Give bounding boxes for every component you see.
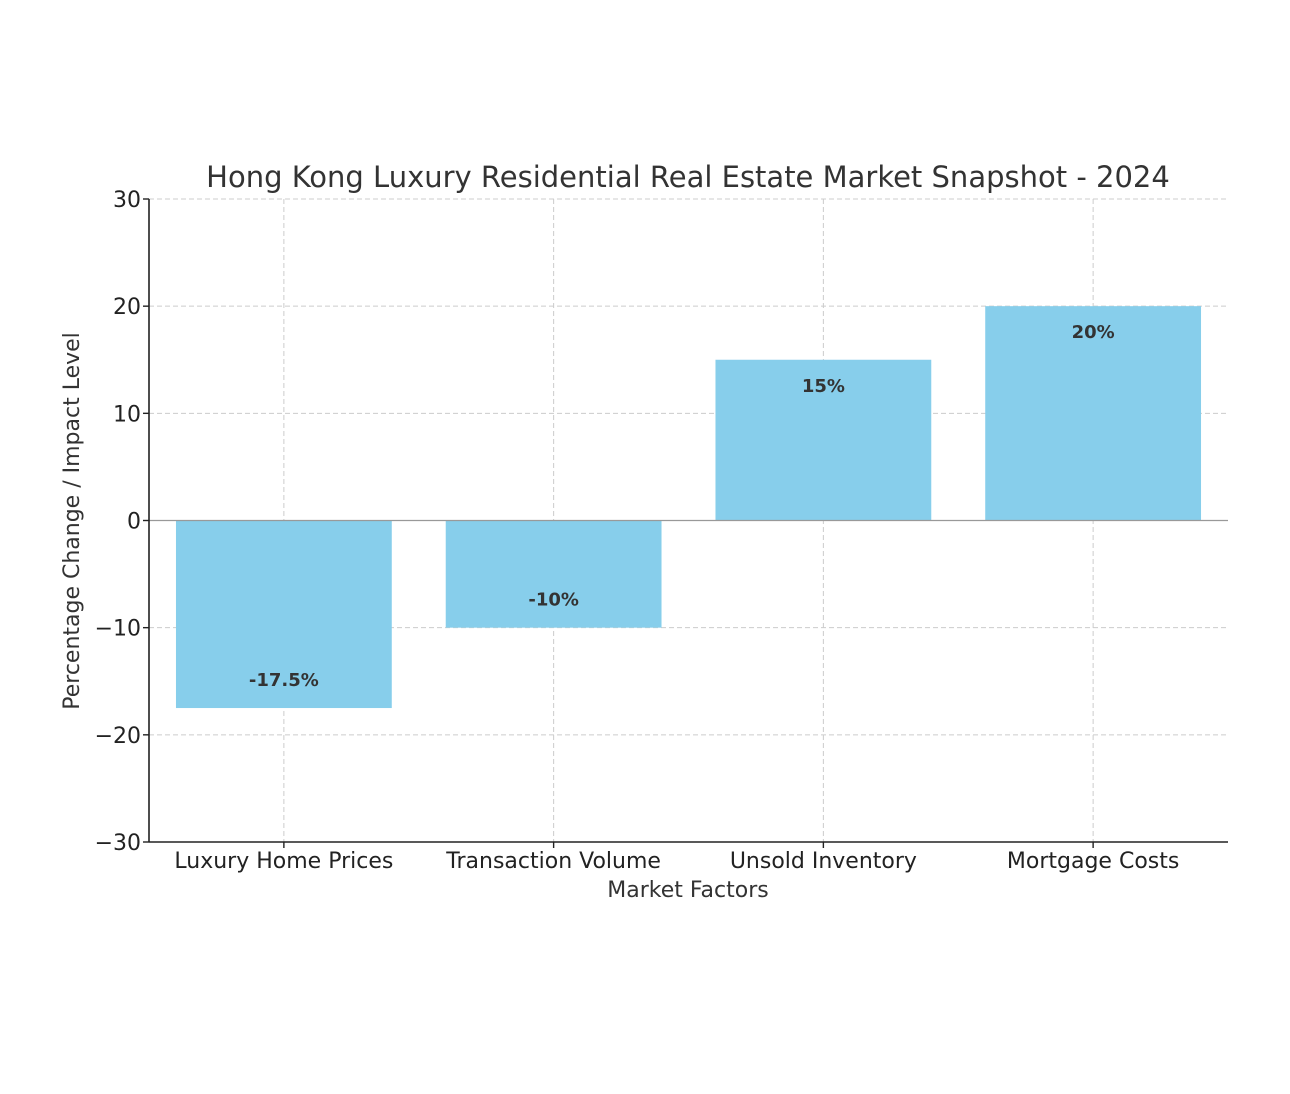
bar-data-label: 20%	[1072, 322, 1115, 343]
y-tick-label: −30	[95, 831, 141, 856]
axes	[143, 198, 1228, 848]
bar-data-label: 15%	[802, 376, 845, 397]
x-tick-label: Mortgage Costs	[1007, 849, 1179, 874]
bar	[445, 520, 662, 628]
bar-data-label: -17.5%	[249, 670, 319, 691]
bar	[715, 359, 932, 521]
y-tick-label: 20	[113, 295, 141, 320]
bar	[985, 306, 1202, 521]
y-tick-label: −10	[95, 617, 141, 642]
y-tick-label: 0	[127, 510, 141, 535]
x-tick-label: Unsold Inventory	[730, 849, 917, 874]
bars	[175, 306, 1202, 709]
y-tick-label: 10	[113, 402, 141, 427]
y-tick-label: 30	[113, 188, 141, 213]
chart-title: Hong Kong Luxury Residential Real Estate…	[206, 160, 1170, 194]
x-tick-label: Transaction Volume	[445, 849, 661, 874]
bar	[175, 520, 392, 709]
x-axis-label: Market Factors	[607, 878, 768, 903]
y-axis-label: Percentage Change / Impact Level	[60, 332, 85, 710]
y-tick-label: −20	[95, 724, 141, 749]
labels: −30 −20 −10 0 10 20 30 Luxury Home Prices Transa…	[95, 188, 1180, 874]
x-tick-label: Luxury Home Prices	[174, 849, 393, 874]
bar-data-label: -10%	[528, 590, 579, 611]
